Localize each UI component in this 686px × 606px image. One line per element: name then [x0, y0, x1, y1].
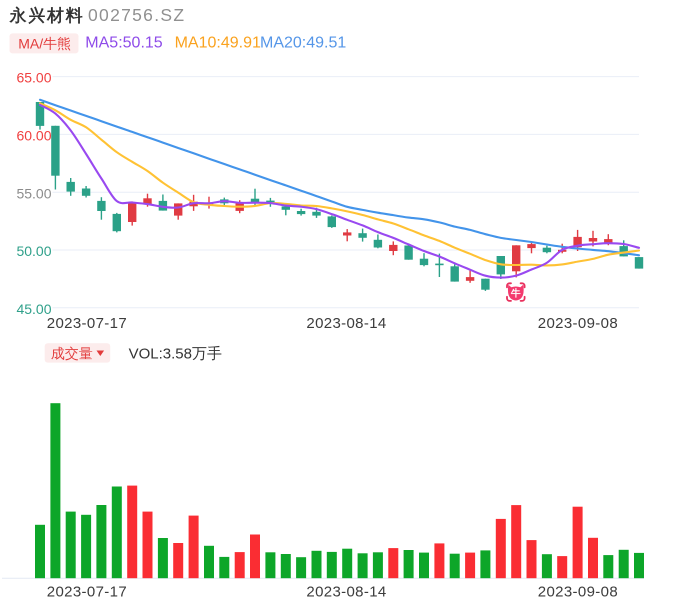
svg-text:60.00: 60.00: [16, 128, 51, 144]
svg-text:2023-07-17: 2023-07-17: [47, 584, 127, 601]
svg-text:VOL:3.58: VOL:3.58: [129, 345, 192, 362]
svg-text:50.00: 50.00: [16, 243, 51, 259]
svg-text:MA10:49.91: MA10:49.91: [175, 35, 261, 52]
svg-text:55.00: 55.00: [16, 185, 51, 201]
svg-text:65.00: 65.00: [16, 70, 51, 86]
svg-text:2023-07-17: 2023-07-17: [47, 315, 127, 332]
svg-text:MA20:49.51: MA20:49.51: [260, 35, 346, 52]
svg-text:2023-08-14: 2023-08-14: [306, 315, 386, 332]
svg-text:2023-09-08: 2023-09-08: [538, 315, 618, 332]
svg-text:45.00: 45.00: [16, 301, 51, 317]
svg-text:002756.SZ: 002756.SZ: [88, 5, 185, 25]
svg-text:MA/: MA/: [18, 36, 43, 52]
svg-text:2023-09-08: 2023-09-08: [538, 584, 618, 601]
svg-text:2023-08-14: 2023-08-14: [306, 584, 386, 601]
svg-text:MA5:50.15: MA5:50.15: [85, 35, 162, 52]
